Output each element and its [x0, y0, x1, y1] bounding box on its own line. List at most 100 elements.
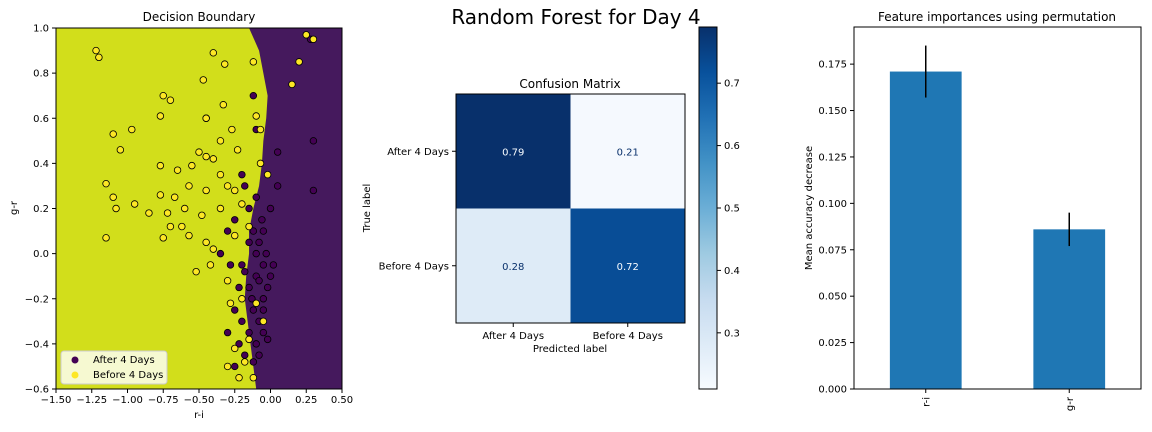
x-tick-label: −0.50 — [184, 395, 215, 406]
confusion-matrix-title: Confusion Matrix — [519, 77, 620, 91]
colorbar — [698, 26, 718, 390]
y-axis-label: g-r — [9, 200, 20, 215]
x-axis-ticks: r-i g-r — [921, 389, 1076, 411]
point-after — [249, 306, 258, 314]
point-before — [128, 125, 136, 134]
matrix-ticks: After 4 Days Before 4 Days After 4 Days Bef… — [379, 147, 663, 342]
point-after — [266, 272, 275, 280]
point-after — [266, 204, 275, 213]
point-before — [231, 231, 239, 240]
colorbar-tick-label: 0.4 — [724, 266, 740, 277]
y-tick-label: 0.0 — [33, 249, 49, 260]
y-tick-label: −0.4 — [25, 339, 49, 350]
y-tick-label: Before 4 Days — [379, 261, 449, 272]
point-before — [163, 209, 172, 217]
point-before — [228, 125, 236, 134]
point-before — [109, 193, 117, 201]
matrix-cells: 0.79 0.21 0.28 0.72 — [456, 94, 685, 323]
point-before — [112, 204, 120, 213]
legend-marker-before — [71, 371, 79, 379]
cell-value: 0.28 — [502, 262, 524, 273]
x-tick-label: 0.00 — [259, 395, 281, 406]
point-after — [259, 306, 268, 314]
point-before — [185, 182, 193, 190]
y-tick-label: 0.050 — [818, 292, 847, 303]
point-after — [263, 283, 272, 292]
point-before — [252, 299, 260, 307]
point-before — [241, 358, 249, 366]
y-tick-label: 0.6 — [33, 114, 49, 125]
point-before — [288, 80, 296, 89]
x-axis-label: Predicted label — [533, 344, 607, 355]
cell-value: 0.21 — [617, 147, 639, 158]
point-after — [255, 351, 263, 359]
point-after — [241, 351, 249, 359]
x-tick-label: −0.75 — [148, 395, 179, 406]
point-after — [235, 283, 243, 292]
point-before — [295, 58, 303, 66]
point-after — [245, 238, 253, 247]
point-after — [255, 277, 263, 285]
point-before — [245, 335, 253, 344]
point-before — [166, 222, 175, 231]
y-axis-label: True label — [362, 184, 373, 234]
legend-box — [60, 350, 168, 385]
point-after — [245, 204, 253, 213]
point-after — [245, 283, 253, 292]
matrix-cell — [456, 208, 571, 323]
x-tick-label: 0.50 — [331, 395, 353, 406]
point-before — [216, 170, 225, 179]
y-tick-label: 0.100 — [818, 199, 847, 210]
region-after — [244, 28, 342, 389]
legend-marker-after — [71, 356, 79, 364]
point-before — [259, 317, 268, 326]
point-before — [173, 166, 182, 174]
point-before — [249, 374, 258, 382]
point-after — [231, 216, 239, 224]
feature-importance-chart: Feature importances using permutation 0.… — [804, 10, 1142, 411]
point-before — [170, 193, 179, 201]
point-after — [252, 249, 260, 258]
point-before — [95, 53, 103, 62]
point-after — [258, 216, 266, 224]
point-before — [231, 186, 239, 195]
x-axis-ticks: −1.50 −1.25 −1.00 −0.75 −0.50 −0.25 0.00 0.25 0.… — [41, 389, 353, 406]
point-after — [259, 295, 268, 303]
bars — [889, 45, 1106, 390]
point-after — [231, 306, 239, 314]
point-after — [249, 91, 258, 100]
y-tick-label: −0.6 — [25, 385, 49, 396]
point-before — [109, 130, 117, 138]
point-after — [259, 328, 268, 337]
point-after — [216, 249, 225, 258]
scatter-points — [92, 31, 318, 382]
point-before — [249, 58, 258, 66]
matrix-cell — [456, 94, 571, 209]
y-axis-label: Mean accuracy decrease — [804, 146, 815, 270]
point-after — [273, 182, 282, 190]
point-before — [226, 299, 235, 307]
legend-label-before: Before 4 Days — [93, 370, 163, 381]
point-after — [235, 340, 243, 348]
point-before — [223, 362, 232, 371]
point-before — [156, 161, 165, 170]
figure-title: Random Forest for Day 4 — [451, 5, 700, 29]
point-after — [255, 238, 263, 247]
x-axis-label: r-i — [194, 410, 204, 421]
x-tick-label: −0.25 — [219, 395, 250, 406]
point-before — [188, 161, 196, 170]
point-before — [202, 186, 210, 195]
point-after — [241, 182, 249, 190]
point-after — [248, 295, 256, 303]
point-after — [238, 317, 246, 326]
point-before — [256, 125, 265, 134]
point-before — [223, 277, 232, 285]
point-after — [249, 227, 258, 235]
point-before — [178, 222, 186, 231]
point-before — [206, 261, 215, 269]
point-before — [116, 146, 125, 154]
y-tick-label: 0.150 — [818, 106, 847, 117]
point-before — [202, 152, 210, 161]
point-before — [192, 267, 200, 276]
y-tick-label: 0.125 — [818, 152, 847, 163]
